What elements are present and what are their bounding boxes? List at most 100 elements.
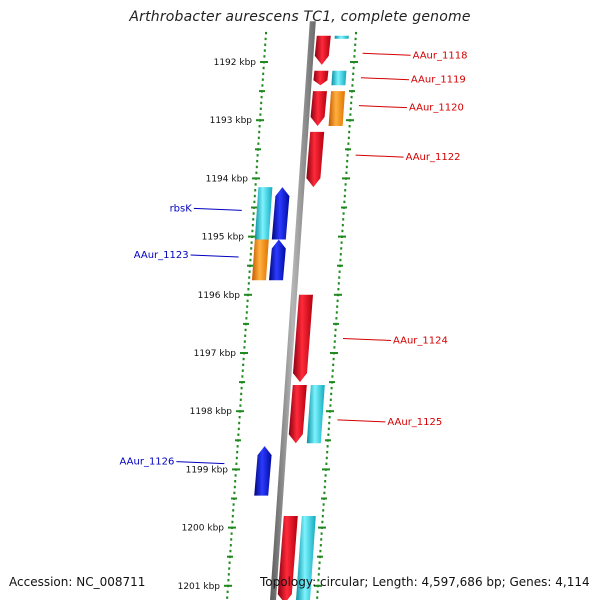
tick-dot [247,282,250,285]
tick-dot [254,189,257,192]
tick-label: 1194 kbp [206,174,249,184]
tick-dot [228,567,231,570]
tick-dot [345,165,348,169]
tick-label: 1196 kbp [198,291,241,301]
tick-dot [259,107,262,110]
tick-dot [238,416,241,419]
tick-dot [260,101,263,105]
tick-dot [241,369,244,372]
tick-dot [331,375,334,378]
tick-dot [344,183,347,186]
tick-dot [332,357,335,361]
tick-dot [348,125,351,128]
cds-feature [306,385,325,444]
cds-feature [334,35,349,39]
gene-arrow [277,515,298,600]
tick-dot [256,154,259,157]
tick-dot [230,538,233,541]
tick-dot [245,317,248,320]
label-leader-line [362,52,411,56]
label-leader-line [193,207,242,211]
topology-text: Topology: circular; Length: 4,597,686 bp… [260,575,590,589]
tick-dot [230,532,233,535]
tick-dot [255,165,258,169]
tick-dot [354,43,357,46]
tick-dot [334,328,337,332]
tick-dot [327,433,330,436]
tick-label: 1195 kbp [202,233,245,243]
tick-dot [242,363,245,367]
tick-dot [233,491,236,495]
tick-dot [323,485,326,489]
cds-feature [296,515,316,600]
tick-dot [339,253,342,256]
tick-dot [317,578,320,582]
tick-dot [237,433,240,436]
tick-dot [233,485,236,489]
tick-dot [339,258,342,262]
tick-dot [234,480,237,483]
tick-dot [257,142,260,145]
tick-dot [316,590,319,594]
tick-dot [338,270,341,273]
tick-dot [246,305,249,308]
tick-dot [337,282,340,285]
tick-dot [236,445,239,448]
tick-dot [346,154,349,157]
tick-dot [249,258,252,262]
tick-dot [258,125,261,128]
tick-dot [350,101,353,105]
gene-arrow [271,187,290,240]
tick-dot [228,561,231,564]
tick-dot [261,84,264,87]
tick-dot [349,107,352,110]
feature-layer [252,35,349,600]
tick-dot [352,72,355,76]
tick-dot [245,311,248,314]
gene-arrow [313,70,329,86]
genome-backbone [270,21,316,600]
tick-dot [242,357,245,361]
gene-arrow [293,294,313,383]
tick-dot [328,421,331,425]
tick-dot [231,514,234,518]
tick-dot [258,130,261,134]
tick-label: 1200 kbp [182,524,225,534]
tick-dot [318,567,321,570]
tick-dot [253,194,256,198]
tick-dot [316,596,319,599]
tick-dot [335,311,338,314]
gene-label: AAur_1123 [134,250,189,261]
tick-dot [227,578,230,582]
tick-dot [337,287,340,291]
tick-dot [246,299,249,303]
tick-dot [235,462,238,465]
tick-dot [319,544,322,547]
tick-dot [251,229,254,233]
tick-dot [341,229,344,233]
tick-dot [240,392,243,396]
backbone-layer [270,21,316,600]
tick-dot [248,276,251,279]
tick-dot [347,136,350,140]
tick-dot [353,55,356,58]
tick-dot [333,340,336,343]
tick-label: 1197 kbp [194,349,237,359]
tick-dot [321,520,324,524]
tick-dot [318,561,321,564]
label-leader-line [337,419,386,423]
tick-dot [322,503,325,506]
tick-dot [264,37,267,41]
tick-dot [351,78,354,81]
tick-dot [329,398,332,401]
tick-dot [325,456,328,460]
tick-dot [232,503,235,506]
tick-dot [340,247,343,250]
tick-label: 1199 kbp [186,465,229,475]
tick-dot [264,43,267,46]
tick-dot [253,200,256,204]
tick-dot [241,375,244,378]
tick-dot [334,334,337,337]
tick-dot [342,212,345,215]
tick-dot [237,427,240,431]
